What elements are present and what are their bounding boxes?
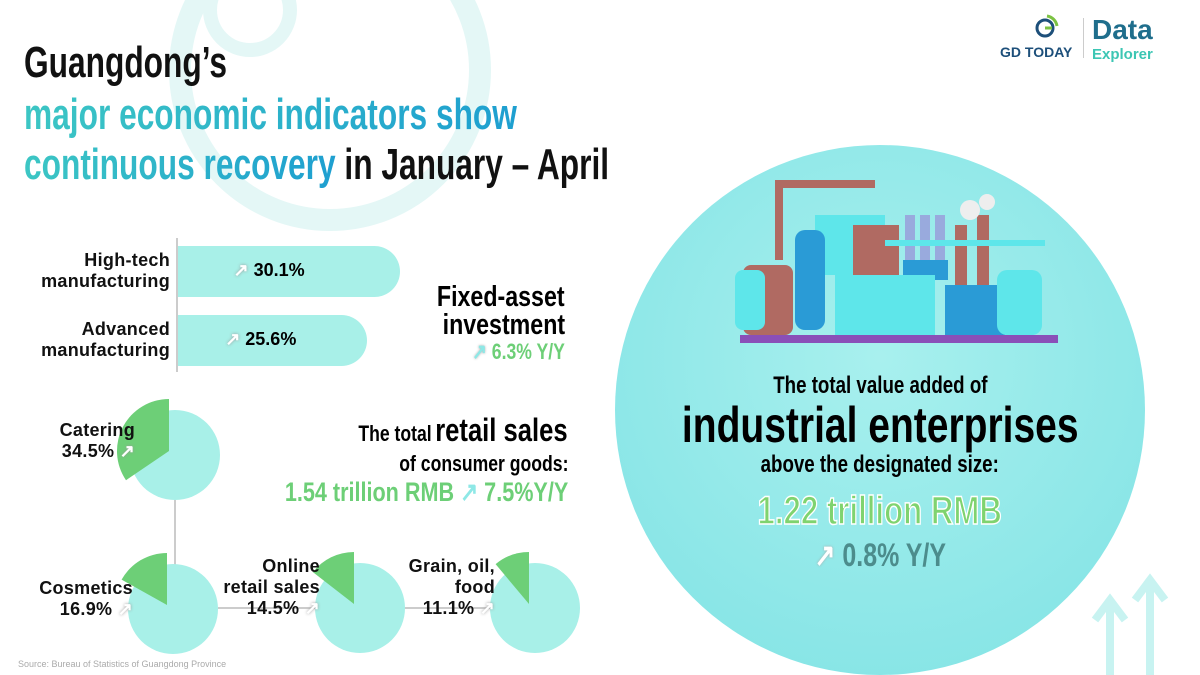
industrial-text: The total value added of industrial ente…	[615, 372, 1145, 572]
industrial-amount: 1.22 trillion RMB	[757, 488, 1003, 534]
logo-gd-today: GD TODAY	[1000, 44, 1073, 60]
bar-axis	[176, 238, 178, 372]
retail-prefix: The total	[358, 421, 433, 446]
gd-logo-icon	[1035, 14, 1059, 38]
retail-title: retail sales	[435, 412, 568, 448]
title-line-3: continuous recovery in January – April	[24, 142, 609, 188]
retail-amount: 1.54 trillion RMB	[284, 477, 454, 507]
industrial-title: industrial enterprises	[681, 397, 1079, 453]
source-note: Source: Bureau of Statistics of Guangdon…	[18, 659, 227, 669]
bar	[178, 246, 400, 297]
pie-label: Grain, oil, food 11.1% ↗	[408, 556, 495, 618]
title-highlight: continuous recovery	[24, 140, 336, 189]
decorative-arrows-icon	[1091, 573, 1169, 675]
fixed-asset-value: 6.3% Y/Y	[491, 339, 565, 364]
up-arrow-icon: ↗	[472, 339, 492, 364]
logo-data: Data	[1092, 14, 1153, 45]
bar-category-label: High-tech manufacturing	[41, 250, 170, 291]
retail-growth: 7.5%Y/Y	[483, 477, 568, 507]
pie-label: Online retail sales 14.5% ↗	[223, 556, 320, 618]
pie-label: Cosmetics 16.9% ↗	[39, 578, 133, 619]
title-line-2: major economic indicators show	[24, 90, 517, 139]
retail-subtitle: of consumer goods:	[398, 451, 568, 476]
title-period: in January – April	[335, 140, 610, 189]
retail-block: The total retail sales of consumer goods…	[214, 412, 568, 508]
decorative-rings	[169, 0, 491, 231]
pie-base	[490, 563, 580, 653]
pie-label: Catering 34.5% ↗	[59, 420, 135, 461]
fixed-asset-label: Fixed-asset	[437, 281, 565, 313]
industrial-line-1: The total value added of	[772, 372, 988, 399]
bar	[178, 315, 367, 366]
industrial-growth: 0.8% Y/Y	[842, 537, 946, 573]
industrial-line-3: above the designated size:	[760, 451, 1000, 478]
up-arrow-icon: ↗	[453, 477, 484, 507]
retail-pie-charts	[117, 399, 580, 654]
pie-slice	[312, 552, 354, 604]
up-arrow-icon: ↗	[814, 537, 843, 573]
title-line-1: Guangdong’s	[24, 38, 227, 87]
fixed-asset-label-2: investment	[442, 309, 565, 341]
pie-slice	[121, 553, 167, 605]
logo: GD TODAY Data Explorer	[1000, 12, 1190, 63]
factory-illustration	[735, 180, 1058, 343]
bar-value-label: ↗ 25.6%	[225, 329, 297, 349]
fixed-asset-block: Fixed-asset investment ↗ 6.3% Y/Y	[405, 283, 565, 365]
pie-slice	[495, 552, 529, 604]
pie-slice	[117, 399, 169, 481]
bar-category-label: Advanced manufacturing	[41, 319, 170, 360]
bar-value-label: ↗ 30.1%	[233, 260, 305, 280]
logo-explorer: Explorer	[1092, 46, 1153, 63]
